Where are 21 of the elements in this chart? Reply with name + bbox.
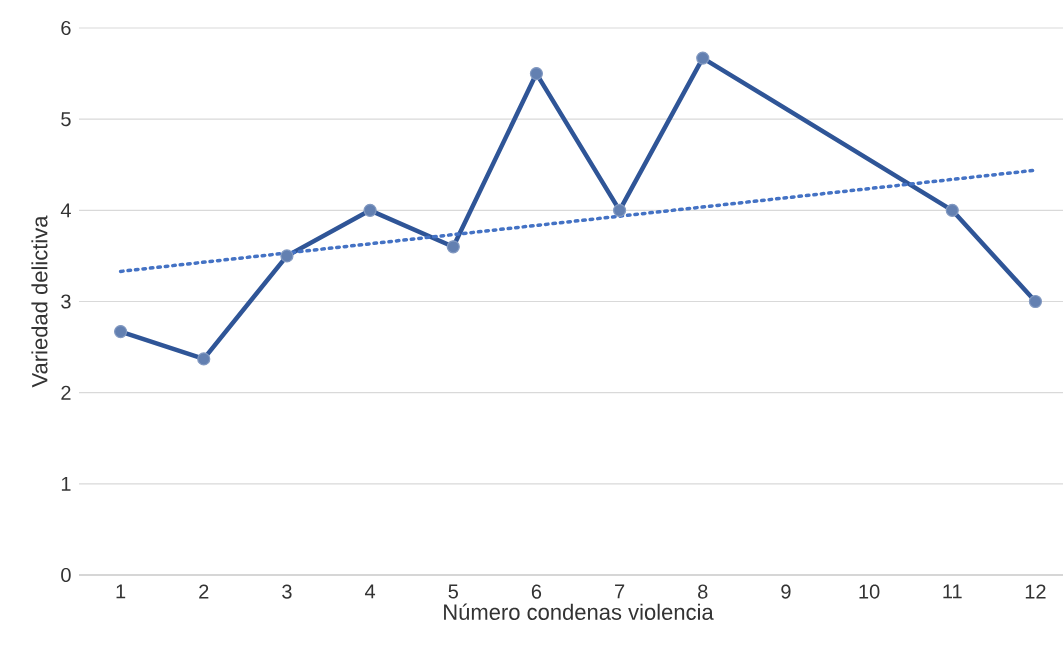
x-tick-label: 6 [531, 584, 542, 599]
x-tick-label: 5 [448, 584, 458, 599]
x-tick-label: 12 [1025, 584, 1046, 599]
y-tick-label: 6 [61, 20, 71, 36]
y-tick-label: 0 [61, 567, 71, 583]
y-tick-label: 5 [61, 112, 71, 127]
y-tick-label: 3 [61, 294, 71, 309]
x-tick-label: 7 [615, 584, 625, 599]
x-tick-label: 2 [199, 584, 209, 599]
y-tick-label: 2 [61, 385, 71, 400]
x-axis-title: Número condenas violencia [444, 603, 714, 620]
x-tick-label: 8 [698, 584, 708, 599]
y-tick-label: 1 [61, 476, 71, 491]
x-tick-label: 3 [282, 584, 292, 599]
y-axis-title: Variedad delictiva [31, 215, 48, 388]
x-tick-label: 4 [364, 584, 376, 599]
x-tick-label: 9 [781, 584, 791, 599]
x-tick-label: 11 [943, 584, 962, 599]
y-tick-label: 4 [60, 203, 71, 218]
x-tick-label: 1 [116, 584, 126, 599]
x-tick-label: 10 [859, 584, 880, 599]
